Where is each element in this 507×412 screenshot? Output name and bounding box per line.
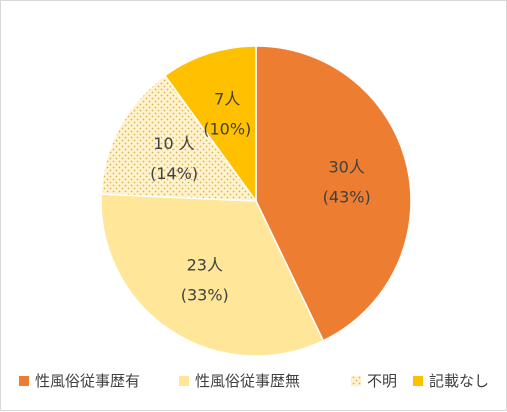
legend-label-3: 不明	[367, 372, 397, 390]
slice-percent-label: (33%)	[181, 286, 229, 305]
legend-swatch-2	[179, 376, 189, 386]
slice-percent-label: (14%)	[150, 164, 198, 183]
slice-value-label: 10 人	[153, 134, 194, 153]
legend-swatch-1	[19, 376, 29, 386]
slice-percent-label: (43%)	[323, 187, 371, 206]
slice-value-label: 7人	[214, 90, 240, 109]
pie-slice-2	[100, 193, 325, 357]
legend-swatch-4	[413, 376, 423, 386]
slice-percent-label: (10%)	[203, 120, 251, 139]
slice-value-label: 23人	[187, 256, 223, 275]
legend-label-4: 記載なし	[429, 372, 489, 390]
slice-labels: 30人 (43%) 23人 (33%) 10 人 (14%) 7人 (10%)	[150, 90, 371, 305]
legend: 性風俗従事歴有 性風俗従事歴無 不明 記載なし	[19, 372, 489, 390]
legend-label-1: 性風俗従事歴有	[35, 372, 140, 390]
pie-slice-3	[100, 74, 258, 202]
pie-slice-1	[255, 45, 412, 342]
pie-slice-4	[163, 45, 257, 204]
legend-label-2: 性風俗従事歴無	[195, 372, 300, 390]
pie-slices	[100, 45, 412, 357]
legend-swatch-3	[351, 376, 361, 386]
slice-value-label: 30人	[328, 157, 364, 176]
